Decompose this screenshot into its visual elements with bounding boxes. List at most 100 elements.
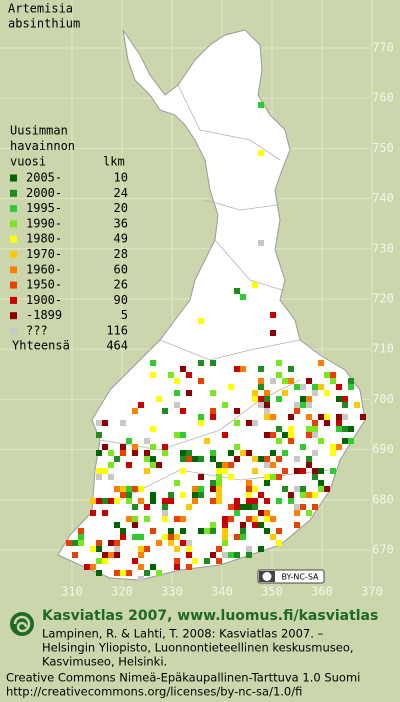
legend-label: 1960- — [26, 262, 62, 276]
occurrence-square — [132, 516, 138, 522]
occurrence-square — [246, 480, 252, 486]
occurrence-square — [150, 492, 156, 498]
occurrence-square — [108, 474, 114, 480]
occurrence-square — [180, 432, 186, 438]
occurrence-square — [246, 552, 252, 558]
occurrence-square — [216, 474, 222, 480]
occurrence-square — [198, 378, 204, 384]
occurrence-square — [252, 390, 258, 396]
occurrence-square — [300, 486, 306, 492]
occurrence-square — [234, 534, 240, 540]
occurrence-square — [270, 414, 276, 420]
occurrence-square — [174, 432, 180, 438]
occurrence-square — [318, 360, 324, 366]
occurrence-square — [312, 384, 318, 390]
occurrence-square — [180, 528, 186, 534]
occurrence-square — [210, 450, 216, 456]
legend-count: 20 — [114, 201, 128, 215]
occurrence-square — [132, 450, 138, 456]
legend-label: 1950- — [26, 278, 62, 292]
occurrence-square — [186, 390, 192, 396]
occurrence-square — [288, 492, 294, 498]
occurrence-square — [312, 390, 318, 396]
occurrence-square — [78, 540, 84, 546]
legend-label: 2000- — [26, 186, 62, 200]
occurrence-square — [102, 444, 108, 450]
occurrence-square — [126, 492, 132, 498]
occurrence-square — [198, 456, 204, 462]
occurrence-square — [198, 474, 204, 480]
occurrence-square — [174, 390, 180, 396]
occurrence-square — [282, 468, 288, 474]
easting-label: 370 — [361, 585, 383, 599]
occurrence-square — [300, 504, 306, 510]
occurrence-square — [186, 456, 192, 462]
occurrence-square — [174, 378, 180, 384]
occurrence-square — [234, 288, 240, 294]
occurrence-square — [210, 480, 216, 486]
occurrence-square — [120, 486, 126, 492]
legend-label: 2005- — [26, 171, 62, 185]
occurrence-square — [306, 492, 312, 498]
occurrence-square — [96, 420, 102, 426]
occurrence-square — [168, 534, 174, 540]
occurrence-square — [72, 540, 78, 546]
occurrence-square — [240, 534, 246, 540]
occurrence-square — [186, 540, 192, 546]
legend-swatch — [10, 327, 17, 335]
occurrence-square — [324, 372, 330, 378]
occurrence-square — [264, 390, 270, 396]
easting-label: 340 — [211, 585, 233, 599]
occurrence-square — [114, 498, 120, 504]
occurrence-square — [150, 456, 156, 462]
occurrence-square — [306, 456, 312, 462]
northing-label: 670 — [372, 543, 394, 557]
occurrence-square — [144, 450, 150, 456]
occurrence-square — [150, 426, 156, 432]
legend-label: ??? — [26, 324, 48, 338]
occurrence-square — [114, 570, 120, 576]
occurrence-square — [306, 414, 312, 420]
occurrence-square — [252, 282, 258, 288]
occurrence-square — [324, 420, 330, 426]
occurrence-square — [312, 504, 318, 510]
occurrence-square — [240, 528, 246, 534]
occurrence-square — [102, 552, 108, 558]
occurrence-square — [306, 432, 312, 438]
occurrence-square — [108, 450, 114, 456]
occurrence-square — [108, 552, 114, 558]
occurrence-square — [186, 504, 192, 510]
occurrence-square — [276, 474, 282, 480]
occurrence-square — [102, 558, 108, 564]
occurrence-square — [288, 366, 294, 372]
occurrence-square — [330, 444, 336, 450]
occurrence-square — [174, 480, 180, 486]
occurrence-square — [252, 486, 258, 492]
occurrence-square — [234, 504, 240, 510]
occurrence-square — [246, 450, 252, 456]
occurrence-square — [324, 414, 330, 420]
occurrence-square — [210, 522, 216, 528]
occurrence-square — [144, 456, 150, 462]
occurrence-square — [222, 552, 228, 558]
occurrence-square — [120, 492, 126, 498]
occurrence-square — [138, 402, 144, 408]
legend-count: 24 — [114, 186, 128, 200]
occurrence-square — [144, 468, 150, 474]
occurrence-square — [78, 534, 84, 540]
occurrence-square — [210, 390, 216, 396]
occurrence-square — [354, 402, 360, 408]
legend-heading: vuosi — [10, 155, 46, 169]
occurrence-square — [258, 456, 264, 462]
occurrence-square — [300, 396, 306, 402]
occurrence-square — [174, 564, 180, 570]
occurrence-square — [186, 546, 192, 552]
occurrence-square — [138, 486, 144, 492]
occurrence-square — [174, 546, 180, 552]
occurrence-square — [288, 378, 294, 384]
occurrence-square — [132, 504, 138, 510]
legend-count: 49 — [114, 232, 128, 246]
occurrence-square — [294, 504, 300, 510]
easting-label: 350 — [261, 585, 283, 599]
occurrence-square — [234, 420, 240, 426]
